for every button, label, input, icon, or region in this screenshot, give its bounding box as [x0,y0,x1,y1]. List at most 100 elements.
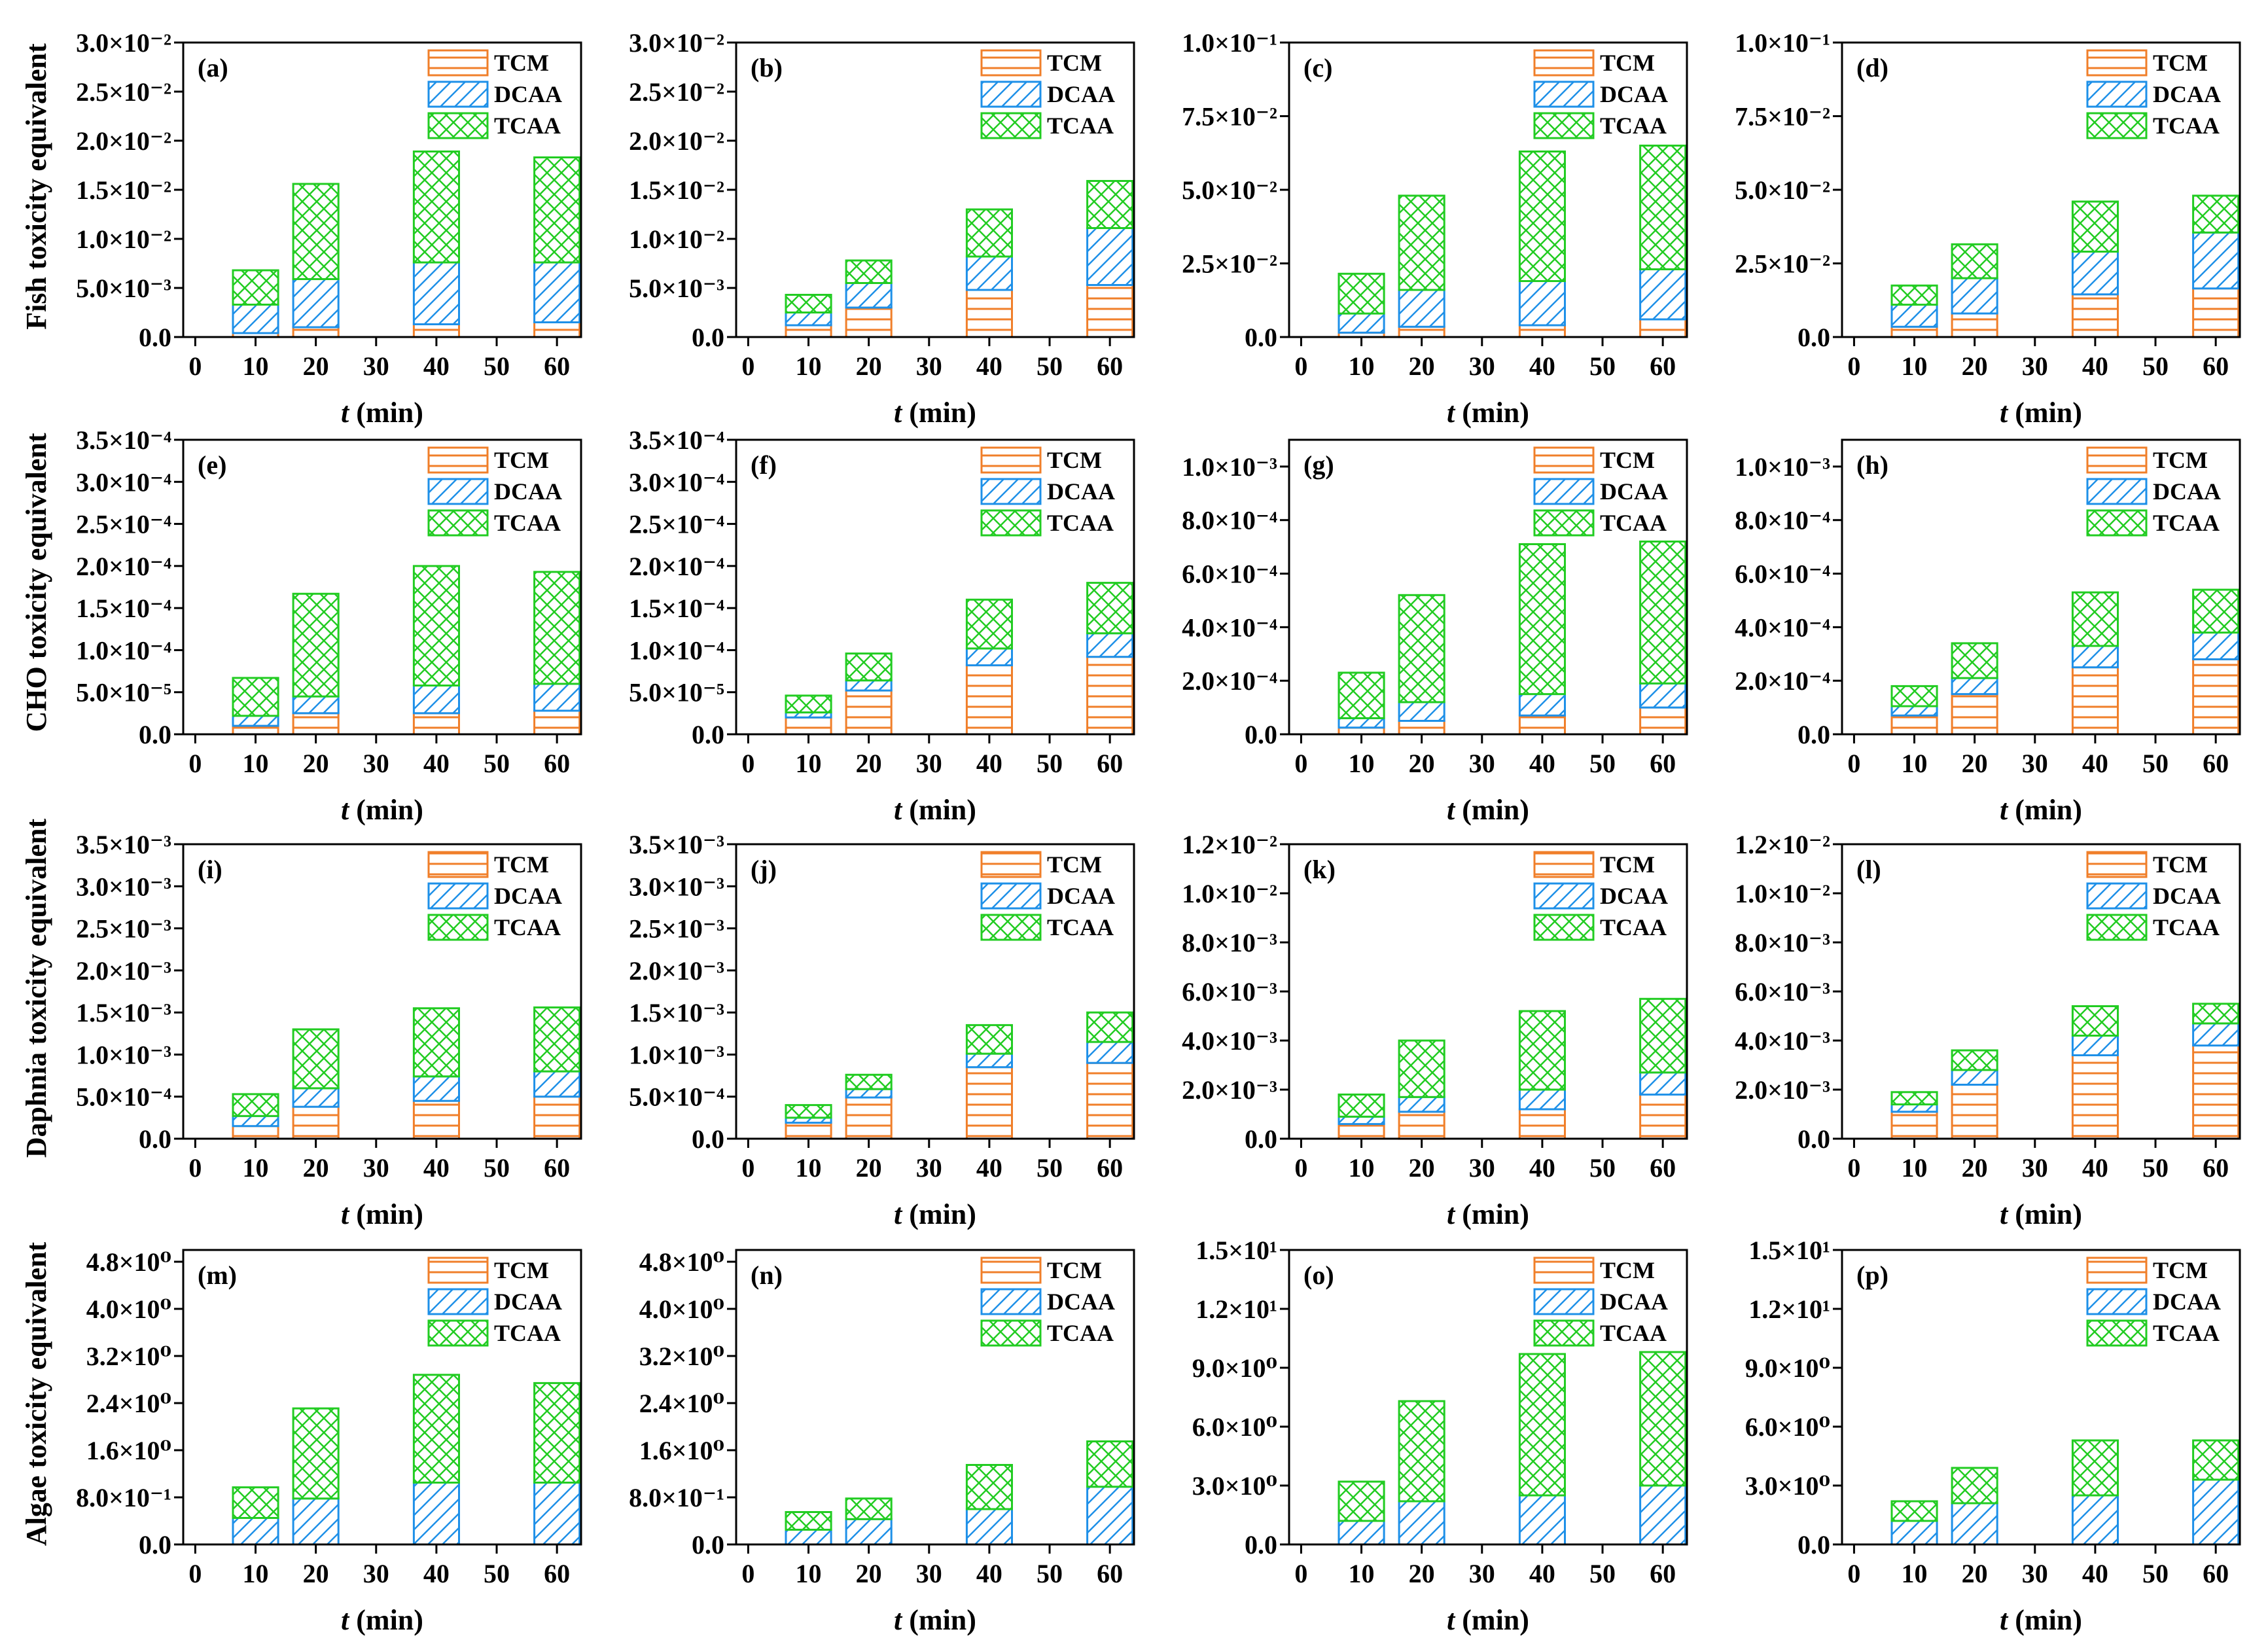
legend-label-j-tcaa: TCAA [1047,914,1114,940]
xtick-label-b-5: 50 [1037,351,1063,381]
ytick-label-p-5: 1.5×10¹ [1748,1236,1830,1265]
panels: 0.0 5.0×10⁻³ 1.0×10⁻² 1.5×10⁻² 2.0×10⁻² 2.5×1… [76,28,2241,1636]
bar-m-tcaa-t40 [412,1374,461,1484]
xaxis-title-h: t (min) [2000,794,2082,826]
xtick-label-b-3: 30 [916,351,942,381]
legend-swatch-a-dcaa [427,80,489,108]
panel-d: 0.0 2.5×10⁻² 5.0×10⁻² 7.5×10⁻² 1.0×10⁻¹ 0 10 20… [1735,28,2241,429]
bar-e-tcaa-t60 [533,571,581,685]
xaxis-title-unit: (min) [349,794,423,826]
legend-swatch-i-tcaa [427,914,489,941]
ytick-label-g-4: 8.0×10⁻⁴ [1182,506,1277,535]
bar-l-tcaa-t60 [2192,1003,2240,1025]
panel-label-n: (n) [751,1260,783,1290]
xaxis-title-var: t [894,397,903,429]
bar-m-dcaa-t60 [533,1482,581,1546]
bar-b-tcaa-t40 [965,208,1014,258]
bar-i-tcm-t60 [533,1096,581,1140]
panel-i: 0.0 5.0×10⁻⁴ 1.0×10⁻³ 1.5×10⁻³ 2.0×10⁻³ 2.5×1… [76,830,582,1230]
ytick-label-b-6: 3.0×10⁻² [629,28,724,58]
xtick-label-d-6: 60 [2203,351,2229,381]
ytick-label-l-3: 6.0×10⁻³ [1735,977,1830,1007]
axes-frame-n [735,1249,1135,1546]
ytick-label-n-4: 3.2×10⁰ [639,1342,724,1371]
legend-swatch-p-tcm [2086,1257,2148,1284]
xtick-label-m-4: 40 [423,1559,450,1588]
ytick-label-f-2: 1.0×10⁻⁴ [629,635,724,665]
axes-frame-p [1841,1249,2241,1546]
ytick-label-h-3: 6.0×10⁻⁴ [1735,560,1830,589]
bar-a-dcaa-t60 [533,261,581,323]
ytick-label-f-5: 2.5×10⁻⁴ [629,510,724,539]
bar-k-dcaa-t10 [1338,1115,1385,1126]
bar-c-tcaa-t60 [1639,145,1687,270]
legend-swatch-b-tcaa [980,112,1042,139]
ytick-label-f-1: 5.0×10⁻⁵ [629,678,724,707]
legend-label-k-tcaa: TCAA [1600,914,1667,940]
ytick-label-j-6: 3.0×10⁻³ [629,872,724,901]
xtick-label-e-3: 30 [363,749,389,778]
xaxis-title-unit: (min) [902,794,976,826]
bar-h-dcaa-t20 [1951,677,1998,696]
legend-label-p-dcaa: DCAA [2153,1289,2221,1315]
xtick-label-b-4: 40 [976,351,1002,381]
bar-h-tcm-t10 [1890,714,1938,736]
ytick-label-m-1: 8.0×10⁻¹ [76,1483,171,1512]
legend-label-g-tcm: TCM [1600,447,1655,473]
xtick-label-n-5: 50 [1037,1559,1063,1588]
ytick-label-j-4: 2.0×10⁻³ [629,956,724,986]
ytick-label-o-5: 1.5×10¹ [1196,1236,1277,1265]
legend-swatch-e-tcm [427,446,489,474]
bar-d-dcaa-t40 [2071,251,2119,296]
ytick-label-j-1: 5.0×10⁻⁴ [629,1082,724,1112]
bar-e-tcm-t60 [533,709,581,736]
xtick-label-l-3: 30 [2022,1153,2048,1183]
ytick-label-e-3: 1.5×10⁻⁴ [76,594,171,623]
xtick-label-l-6: 60 [2203,1153,2229,1183]
ytick-label-c-3: 7.5×10⁻² [1182,102,1277,132]
ytick-label-h-2: 4.0×10⁻⁴ [1735,613,1830,642]
axes-frame-f [735,438,1135,736]
bar-o-tcaa-t60 [1639,1351,1687,1487]
bar-o-dcaa-t10 [1338,1520,1385,1546]
xtick-label-c-5: 50 [1589,351,1616,381]
bar-f-tcaa-t20 [845,652,893,682]
bar-a-tcm-t40 [412,323,461,338]
xaxis-title-p: t (min) [2000,1604,2082,1636]
bar-i-dcaa-t20 [292,1087,340,1108]
bar-o-dcaa-t20 [1398,1500,1445,1546]
bar-k-dcaa-t40 [1518,1088,1566,1111]
ytick-label-b-3: 1.5×10⁻² [629,175,724,205]
xaxis-title-unit: (min) [2008,397,2082,429]
legend-label-l-tcaa: TCAA [2153,914,2220,940]
xtick-label-n-1: 10 [796,1559,822,1588]
legend-label-b-tcaa: TCAA [1047,113,1114,139]
ytick-label-m-2: 1.6×10⁰ [86,1436,171,1465]
ytick-label-d-1: 2.5×10⁻² [1735,249,1830,279]
xaxis-title-var: t [341,794,350,826]
ytick-label-e-6: 3.0×10⁻⁴ [76,467,171,497]
bar-j-tcm-t60 [1086,1061,1134,1140]
xtick-label-c-4: 40 [1529,351,1555,381]
xtick-label-p-1: 10 [1902,1559,1928,1588]
legend-swatch-k-tcaa [1533,914,1595,941]
panel-a: 0.0 5.0×10⁻³ 1.0×10⁻² 1.5×10⁻² 2.0×10⁻² 2.5×1… [76,28,582,429]
bar-e-dcaa-t40 [412,684,461,715]
xtick-label-e-4: 40 [423,749,450,778]
ytick-label-d-2: 5.0×10⁻² [1735,175,1830,205]
xaxis-title-var: t [2000,1604,2009,1636]
ytick-label-n-5: 4.0×10⁰ [639,1294,724,1324]
legend-label-e-dcaa: DCAA [494,478,562,505]
bar-k-tcaa-t10 [1338,1094,1385,1118]
xtick-label-a-3: 30 [363,351,389,381]
bar-d-tcaa-t20 [1951,243,1998,279]
bar-i-tcaa-t10 [232,1093,279,1117]
xtick-label-o-4: 40 [1529,1559,1555,1588]
xaxis-title-unit: (min) [2008,1604,2082,1636]
legend-label-a-dcaa: DCAA [494,81,562,107]
ytick-label-e-1: 5.0×10⁻⁵ [76,678,171,707]
bar-c-tcm-t20 [1398,325,1445,338]
legend-swatch-m-tcm [427,1257,489,1284]
bar-d-tcaa-t60 [2192,194,2240,234]
panel-k: 0.0 2.0×10⁻³ 4.0×10⁻³ 6.0×10⁻³ 8.0×10⁻³ 1.0×1… [1182,830,1688,1230]
